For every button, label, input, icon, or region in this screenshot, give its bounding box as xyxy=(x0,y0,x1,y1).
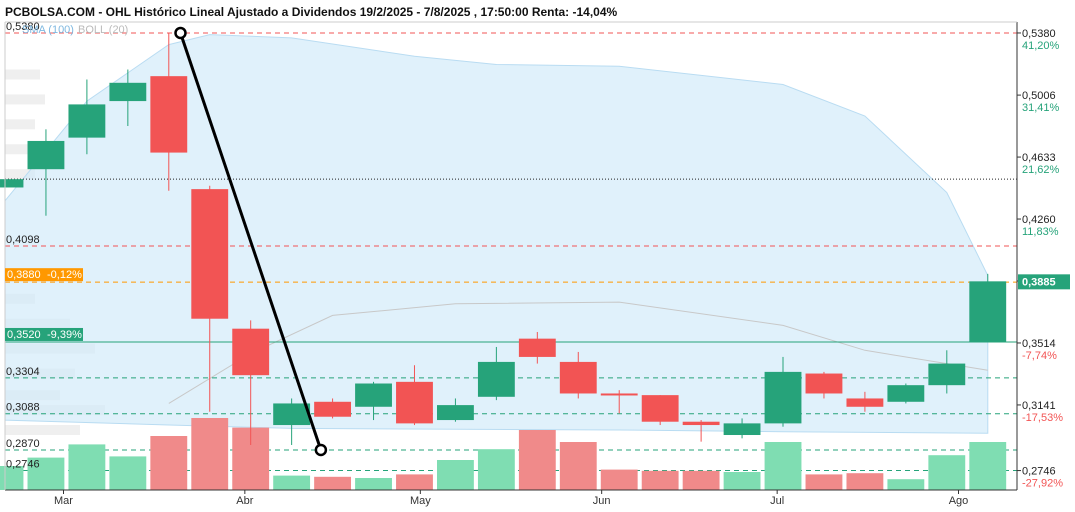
volume-bar xyxy=(68,444,106,490)
trend-endpoint xyxy=(314,443,328,457)
x-tick-label: May xyxy=(410,495,431,507)
right-pct-label: 21,62% xyxy=(1022,164,1060,176)
candle-body xyxy=(0,179,24,188)
chart-title: PCBOLSA.COM - OHL Histórico Lineal Ajust… xyxy=(5,5,618,19)
last-price-tag xyxy=(1018,274,1070,290)
left-price-label: 0,2746 xyxy=(6,459,40,471)
right-price-label: 0,4260 xyxy=(1022,214,1056,226)
left-price-tag-pct: -9,39% xyxy=(47,329,82,341)
right-pct-label: 31,41% xyxy=(1022,102,1060,114)
candle-body xyxy=(805,373,843,394)
volume-profile-bar xyxy=(5,94,45,105)
left-price-label: 0,3304 xyxy=(6,366,40,378)
volume-bar xyxy=(355,478,392,490)
x-tick-label: Ago xyxy=(949,495,969,507)
volume-bar xyxy=(764,442,802,490)
volume-bar xyxy=(477,449,515,490)
candle-body xyxy=(437,405,474,421)
candle-body xyxy=(68,104,106,138)
volume-bar xyxy=(969,442,1007,490)
left-price-label: 0,5380 xyxy=(6,21,40,33)
x-tick-label: Abr xyxy=(236,495,253,507)
left-price-tag-label: 0,3520 xyxy=(7,329,41,341)
volume-profile-bar xyxy=(5,69,40,80)
left-price-label: 0,4098 xyxy=(6,234,40,246)
volume-bar xyxy=(600,469,638,490)
trend-endpoint xyxy=(174,26,187,40)
candle-body xyxy=(682,421,720,426)
volume-bar xyxy=(0,466,24,490)
candle-body xyxy=(559,361,597,394)
candle-body xyxy=(477,361,515,397)
volume-bar xyxy=(928,455,966,490)
left-price-tag xyxy=(5,268,83,282)
right-price-label: 0,3141 xyxy=(1022,400,1056,412)
volume-bar xyxy=(191,418,229,490)
right-pct-label: -17,53% xyxy=(1022,412,1063,424)
left-price-tag-label: 0,3880 xyxy=(7,269,41,281)
trend-line xyxy=(179,32,323,451)
volume-bar xyxy=(437,460,474,490)
volume-profile-bar xyxy=(5,169,35,180)
right-price-label: 0,4633 xyxy=(1022,152,1056,164)
volume-bar xyxy=(314,476,352,490)
volume-bar xyxy=(109,456,147,490)
volume-bar xyxy=(273,475,311,490)
candle-body xyxy=(355,383,392,407)
candle-body xyxy=(846,398,884,407)
candle-body xyxy=(641,395,679,422)
volume-bar xyxy=(682,470,720,490)
volume-profile-bar xyxy=(5,119,35,130)
right-pct-label: 11,83% xyxy=(1022,226,1059,238)
volume-bar xyxy=(723,472,761,490)
volume-bar xyxy=(27,457,65,490)
candle-body xyxy=(232,328,270,376)
candle-body xyxy=(27,140,65,170)
candle-body xyxy=(150,76,188,153)
right-pct-label: -7,74% xyxy=(1022,350,1057,362)
right-price-label: 0,5380 xyxy=(1022,28,1056,40)
candle-body xyxy=(314,401,352,417)
left-price-tag-pct: -0,12% xyxy=(47,269,82,281)
candle-body xyxy=(600,393,638,396)
right-price-label: 0,5006 xyxy=(1022,90,1056,102)
right-pct-label: -27,92% xyxy=(1022,478,1063,490)
right-price-label: 0,3514 xyxy=(1022,338,1056,350)
left-price-tag xyxy=(5,327,83,341)
x-tick-label: Jul xyxy=(770,495,784,507)
right-price-label: 0,2746 xyxy=(1022,466,1056,478)
last-price-label: 0,3885 xyxy=(1022,276,1056,288)
volume-bar xyxy=(887,479,925,490)
left-price-label: 0,2870 xyxy=(6,438,40,450)
legend-sma: SMA (100) xyxy=(22,24,74,36)
candle-body xyxy=(969,281,1007,342)
candle-body xyxy=(764,371,802,424)
candle-body xyxy=(928,363,966,386)
volume-profile-bar xyxy=(5,425,80,436)
candle-body xyxy=(109,82,147,102)
volume-bar xyxy=(396,474,433,490)
candle-body xyxy=(273,403,311,426)
candle-body xyxy=(518,338,556,357)
candle-body xyxy=(396,381,433,424)
candle-body xyxy=(723,423,761,436)
volume-bar xyxy=(150,436,188,490)
volume-bar xyxy=(805,474,843,490)
candle-body xyxy=(887,385,925,402)
volume-bar xyxy=(846,473,884,490)
volume-profile-bar xyxy=(5,144,40,155)
volume-bar xyxy=(518,430,556,490)
right-pct-label: 41,20% xyxy=(1022,40,1060,52)
x-tick-label: Jun xyxy=(593,495,611,507)
legend-boll: BOLL (20) xyxy=(78,24,128,36)
left-price-label: 0,3088 xyxy=(6,402,40,414)
x-tick-label: Mar xyxy=(54,495,73,507)
candle-body xyxy=(191,189,229,319)
volume-bar xyxy=(641,470,679,490)
volume-bar xyxy=(559,442,597,490)
